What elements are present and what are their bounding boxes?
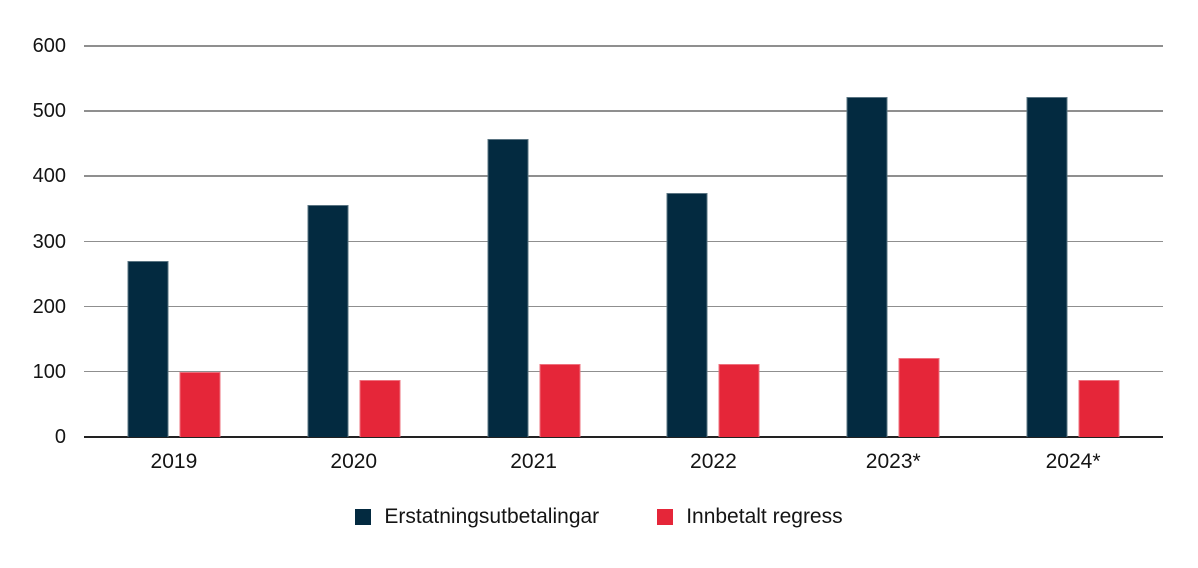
- y-axis-tick-label: 0: [54, 426, 66, 448]
- bar: [179, 371, 221, 437]
- legend-label: Erstatningsutbetalingar: [384, 505, 600, 528]
- bar: [846, 96, 888, 437]
- bar: [359, 380, 401, 437]
- gridline: [84, 370, 1163, 373]
- x-axis-line: [84, 436, 1163, 438]
- bar: [127, 261, 169, 437]
- y-axis-tick-label: 400: [32, 165, 66, 188]
- x-axis-label: 2019: [150, 450, 198, 473]
- x-axis-label: 2023*: [865, 450, 921, 473]
- bar: [666, 192, 708, 437]
- legend-swatch-icon: [657, 509, 674, 525]
- x-axis-label: 2024*: [1045, 450, 1101, 473]
- x-axis-label: 2020: [330, 450, 378, 473]
- y-axis-tick-label: 200: [32, 295, 66, 318]
- plot-area: [84, 45, 1163, 438]
- y-axis: 0 100 200 300 400 500 600: [0, 36, 66, 447]
- y-axis-tick-label: 500: [32, 100, 66, 123]
- y-axis-tick-label: 100: [32, 360, 66, 383]
- gridline: [84, 110, 1163, 112]
- legend-label: Innbetalt regress: [686, 505, 843, 528]
- bar: [898, 357, 940, 437]
- bar-group: [487, 46, 581, 437]
- gridline: [84, 305, 1163, 308]
- bar: [487, 138, 529, 437]
- bar-group: [846, 46, 940, 437]
- bar: [1078, 380, 1120, 437]
- bar: [539, 364, 581, 437]
- bar-group: [666, 46, 760, 437]
- bar: [1026, 96, 1068, 437]
- legend: Erstatningsutbetalingar Innbetalt regress: [0, 505, 1198, 529]
- y-axis-tick-label: 600: [32, 35, 66, 57]
- bars-layer: [84, 46, 1163, 437]
- bar-group: [127, 46, 221, 437]
- y-axis-tick-label: 300: [32, 230, 66, 253]
- x-axis: 2019 2020 2021 2022 2023* 2024*: [84, 450, 1163, 478]
- gridline: [84, 240, 1163, 242]
- gridline: [84, 45, 1163, 47]
- bar: [307, 205, 349, 437]
- x-axis-label: 2021: [510, 450, 557, 473]
- bar-group: [307, 46, 401, 437]
- legend-item: Innbetalt regress: [657, 505, 843, 529]
- bar-group: [1026, 46, 1120, 437]
- x-axis-label: 2022: [690, 450, 737, 473]
- bar: [718, 364, 760, 437]
- gridline: [84, 175, 1163, 177]
- legend-item: Erstatningsutbetalingar: [355, 505, 599, 529]
- legend-swatch-icon: [355, 509, 372, 525]
